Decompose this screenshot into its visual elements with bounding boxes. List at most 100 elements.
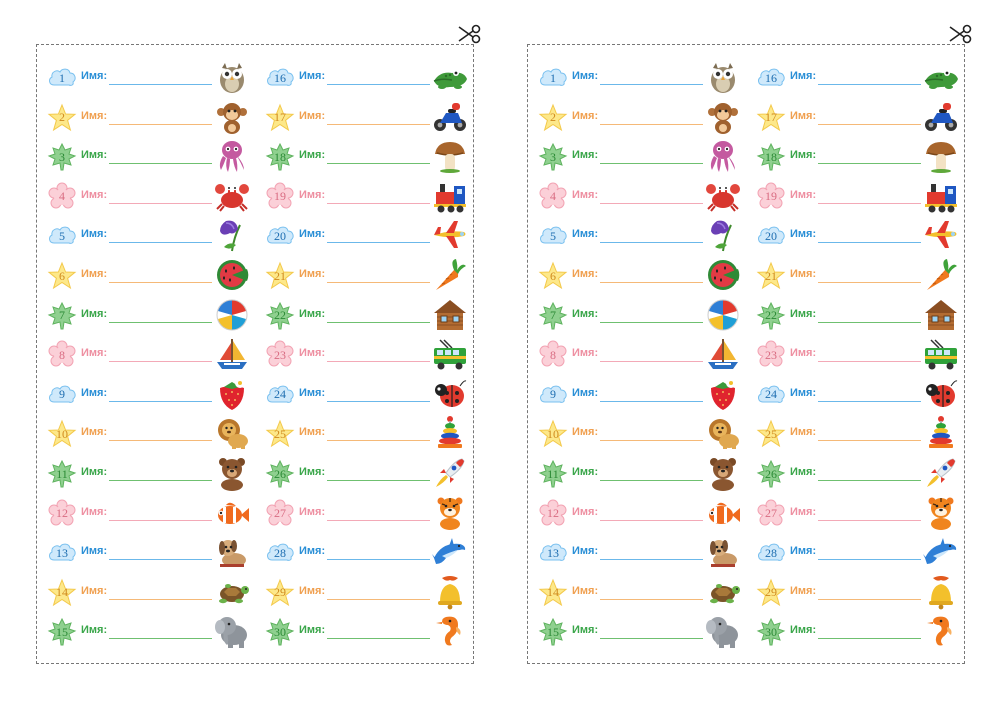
label-number: 11 <box>547 466 559 481</box>
name-write-line[interactable] <box>818 84 921 85</box>
name-label: Имя: <box>81 228 108 241</box>
name-write-line[interactable] <box>109 202 212 204</box>
label-number: 7 <box>59 308 65 323</box>
name-label: Имя: <box>572 268 599 280</box>
label-number: 12 <box>547 506 559 521</box>
name-write-line[interactable] <box>109 480 212 481</box>
name-write-line[interactable] <box>327 519 430 521</box>
name-write-line[interactable] <box>109 84 212 85</box>
name-write-line[interactable] <box>109 123 212 125</box>
name-label-row: 29 Имя: <box>255 572 470 612</box>
leaf-badge-icon: 15 <box>47 617 77 647</box>
name-write-line[interactable] <box>818 242 921 244</box>
name-label: Имя: <box>790 188 817 201</box>
name-write-line[interactable] <box>109 559 212 561</box>
name-write-line[interactable] <box>109 321 212 323</box>
name-write-line[interactable] <box>109 638 212 640</box>
cloud-badge-icon: 5 <box>47 221 77 251</box>
name-write-line[interactable] <box>600 519 703 521</box>
name-label-row: 1 Имя: <box>37 57 252 97</box>
name-write-line[interactable] <box>327 123 430 125</box>
motorcycle-icon <box>432 99 468 135</box>
name-write-line[interactable] <box>109 400 212 402</box>
name-write-line[interactable] <box>600 163 703 165</box>
clownfish-icon <box>214 495 250 531</box>
label-number: 27 <box>765 506 777 521</box>
name-write-line[interactable] <box>327 282 430 283</box>
name-write-line[interactable] <box>109 242 212 244</box>
name-write-line[interactable] <box>818 559 921 561</box>
name-label: Имя: <box>572 505 599 518</box>
name-write-line[interactable] <box>600 242 703 244</box>
name-write-line[interactable] <box>818 321 921 323</box>
label-number: 21 <box>765 268 777 283</box>
name-label: Имя: <box>572 545 599 558</box>
name-write-line[interactable] <box>600 321 703 323</box>
name-write-line[interactable] <box>600 559 703 561</box>
name-write-line[interactable] <box>109 282 212 283</box>
name-write-line[interactable] <box>600 361 703 363</box>
leaf-badge-icon: 18 <box>756 142 786 172</box>
name-write-line[interactable] <box>327 638 430 640</box>
name-label: Имя: <box>299 307 326 320</box>
name-write-line[interactable] <box>327 480 430 481</box>
name-label-row: 23 Имя: <box>746 334 961 374</box>
flower-badge-icon: 23 <box>756 340 786 370</box>
leaf-badge-icon: 3 <box>47 142 77 172</box>
name-write-line[interactable] <box>327 598 430 600</box>
name-write-line[interactable] <box>109 440 212 442</box>
name-write-line[interactable] <box>600 202 703 204</box>
name-label: Имя: <box>299 70 326 82</box>
name-write-line[interactable] <box>327 440 430 442</box>
clownfish-icon <box>705 495 741 531</box>
name-write-line[interactable] <box>818 638 921 640</box>
seahorse-icon <box>432 613 468 649</box>
name-write-line[interactable] <box>109 598 212 600</box>
name-write-line[interactable] <box>109 163 212 165</box>
name-label: Имя: <box>572 149 599 162</box>
name-write-line[interactable] <box>818 123 921 125</box>
name-write-line[interactable] <box>600 638 703 640</box>
flower-badge-icon: 8 <box>47 340 77 370</box>
name-write-line[interactable] <box>327 400 430 402</box>
name-write-line[interactable] <box>818 519 921 521</box>
name-write-line[interactable] <box>327 84 430 85</box>
name-write-line[interactable] <box>600 123 703 125</box>
owl-icon <box>705 59 741 95</box>
name-write-line[interactable] <box>600 282 703 283</box>
label-number: 25 <box>765 426 777 441</box>
name-write-line[interactable] <box>818 480 921 481</box>
name-write-line[interactable] <box>818 598 921 600</box>
name-write-line[interactable] <box>327 242 430 244</box>
monkey-icon <box>705 99 741 135</box>
name-write-line[interactable] <box>327 361 430 363</box>
name-write-line[interactable] <box>327 559 430 561</box>
name-write-line[interactable] <box>109 519 212 521</box>
name-write-line[interactable] <box>600 440 703 442</box>
name-write-line[interactable] <box>600 84 703 85</box>
name-write-line[interactable] <box>600 480 703 481</box>
name-write-line[interactable] <box>818 400 921 402</box>
name-write-line[interactable] <box>600 400 703 402</box>
name-write-line[interactable] <box>600 598 703 600</box>
name-label: Имя: <box>81 584 108 597</box>
star-badge-icon: 10 <box>538 419 568 449</box>
label-number: 9 <box>59 387 65 402</box>
name-label: Имя: <box>790 109 817 122</box>
name-write-line[interactable] <box>327 321 430 323</box>
name-write-line[interactable] <box>327 202 430 204</box>
bellflower-icon <box>214 217 250 253</box>
name-write-line[interactable] <box>818 163 921 165</box>
name-write-line[interactable] <box>327 163 430 165</box>
carrot-icon <box>432 257 468 293</box>
name-write-line[interactable] <box>818 282 921 283</box>
cloud-badge-icon: 9 <box>47 380 77 410</box>
name-write-line[interactable] <box>818 361 921 363</box>
name-write-line[interactable] <box>818 202 921 204</box>
cloud-badge-icon: 1 <box>47 63 77 93</box>
name-write-line[interactable] <box>818 440 921 442</box>
label-number: 17 <box>765 110 777 125</box>
name-write-line[interactable] <box>109 361 212 363</box>
label-number: 8 <box>550 347 556 362</box>
trolleybus-icon <box>923 336 959 372</box>
